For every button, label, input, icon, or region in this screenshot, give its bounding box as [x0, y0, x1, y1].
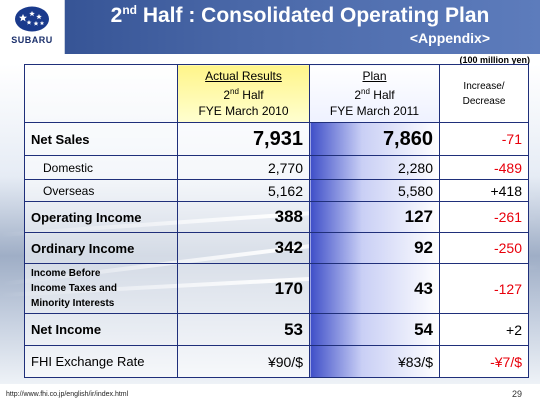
table-row: Ordinary Income 342 92 -250 — [24, 232, 529, 264]
actual-operating-income: 388 — [177, 201, 310, 233]
table-row: Operating Income 388 127 -261 — [24, 201, 529, 233]
change-overseas: +418 — [439, 179, 529, 202]
table-row: Domestic 2,770 2,280 -489 — [24, 155, 529, 180]
unit-note: (100 million yen) — [459, 55, 530, 65]
actual-net-sales: 7,931 — [177, 122, 310, 156]
plan-operating-income: 127 — [309, 201, 440, 233]
change-net-income: +2 — [439, 313, 529, 346]
table-row: Overseas 5,162 5,580 +418 — [24, 179, 529, 202]
actual-income-before-taxes: 170 — [177, 263, 310, 314]
row-label-domestic: Domestic — [24, 155, 178, 180]
actual-exchange-rate: ¥90/$ — [177, 345, 310, 378]
operating-plan-table: Actual Results 2nd Half FYE March 2010 P… — [24, 64, 529, 378]
actual-net-income: 53 — [177, 313, 310, 346]
page-number: 29 — [511, 389, 522, 399]
change-exchange-rate: -¥7/$ — [439, 345, 529, 378]
table-row: Net Income 53 54 +2 — [24, 313, 529, 346]
row-label-operating-income: Operating Income — [24, 201, 178, 233]
row-label-net-income: Net Income — [24, 313, 178, 346]
header-actual-results: Actual Results 2nd Half FYE March 2010 — [177, 64, 310, 123]
plan-net-sales: 7,860 — [309, 122, 440, 156]
change-ordinary-income: -250 — [439, 232, 529, 264]
header-increase-decrease: Increase/ Decrease — [439, 64, 529, 123]
plan-ordinary-income: 92 — [309, 232, 440, 264]
table-header-row: Actual Results 2nd Half FYE March 2010 P… — [24, 64, 529, 123]
change-operating-income: -261 — [439, 201, 529, 233]
actual-ordinary-income: 342 — [177, 232, 310, 264]
slide-header: SUBARU 2nd Half : Consolidated Operating… — [0, 0, 540, 54]
row-label-income-before-taxes: Income Before Income Taxes and Minority … — [24, 263, 178, 314]
page-title: 2nd Half : Consolidated Operating Plan — [110, 3, 490, 27]
table-row: Income Before Income Taxes and Minority … — [24, 263, 529, 314]
plan-income-before-taxes: 43 — [309, 263, 440, 314]
plan-domestic: 2,280 — [309, 155, 440, 180]
footer-url: http://www.fhi.co.jp/english/ir/index.ht… — [6, 391, 129, 398]
table-row: FHI Exchange Rate ¥90/$ ¥83/$ -¥7/$ — [24, 345, 529, 378]
plan-net-income: 54 — [309, 313, 440, 346]
change-domestic: -489 — [439, 155, 529, 180]
change-income-before-taxes: -127 — [439, 263, 529, 314]
row-label-net-sales: Net Sales — [24, 122, 178, 156]
header-label-cell — [24, 64, 178, 123]
page-subtitle: <Appendix> — [409, 30, 490, 46]
row-label-exchange-rate: FHI Exchange Rate — [24, 345, 178, 378]
actual-overseas: 5,162 — [177, 179, 310, 202]
plan-overseas: 5,580 — [309, 179, 440, 202]
row-label-ordinary-income: Ordinary Income — [24, 232, 178, 264]
logo-wordmark: SUBARU — [11, 35, 53, 45]
change-net-sales: -71 — [439, 122, 529, 156]
actual-domestic: 2,770 — [177, 155, 310, 180]
row-label-overseas: Overseas — [24, 179, 178, 202]
subaru-logo: SUBARU — [0, 0, 65, 54]
plan-exchange-rate: ¥83/$ — [309, 345, 440, 378]
header-plan: Plan 2nd Half FYE March 2011 — [309, 64, 440, 123]
pleiades-emblem-icon — [15, 6, 49, 32]
table-row: Net Sales 7,931 7,860 -71 — [24, 122, 529, 156]
